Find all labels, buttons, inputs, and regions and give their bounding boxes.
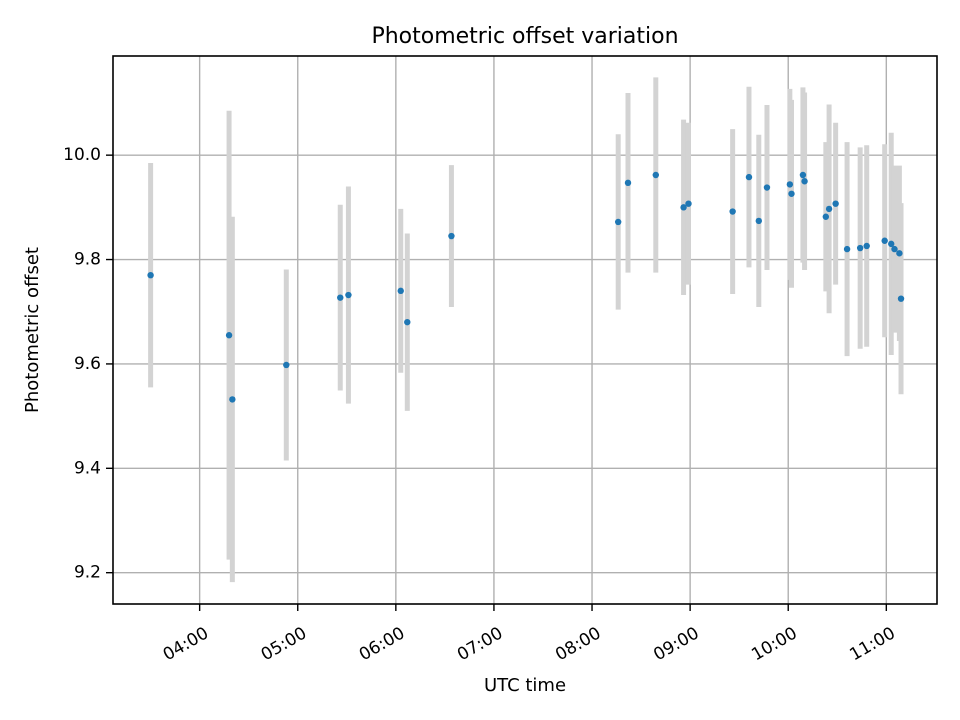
data-point-0-21	[801, 178, 808, 185]
y-tick-label-9-2: 9.2	[74, 563, 101, 583]
data-points	[147, 171, 905, 403]
data-point-0-27	[863, 242, 870, 250]
data-point-0-20	[799, 171, 807, 179]
data-point-0-0	[147, 272, 154, 279]
y-axis-label: Photometric offset	[22, 247, 43, 413]
data-point-0-31	[896, 250, 903, 257]
data-point-0-10	[624, 179, 632, 187]
data-point-0-1	[225, 332, 233, 339]
data-point-0-26	[856, 244, 864, 252]
data-point-0-15	[745, 173, 753, 181]
data-point-0-9	[614, 218, 622, 226]
data-point-0-22	[822, 213, 830, 220]
y-tick-label-9-6: 9.6	[74, 354, 101, 374]
y-tick-label-9-8: 9.8	[74, 250, 101, 270]
data-point-0-24	[832, 200, 839, 207]
y-tick-label-10-0: 10.0	[63, 145, 101, 165]
data-point-0-6	[397, 287, 404, 295]
data-point-0-25	[843, 245, 851, 253]
data-point-0-8	[448, 232, 455, 240]
data-point-0-32	[897, 295, 905, 302]
data-point-0-7	[404, 318, 411, 326]
data-point-0-17	[763, 184, 771, 191]
data-point-0-12	[680, 204, 687, 211]
chart-title: Photometric offset variation	[371, 24, 678, 49]
data-point-0-3	[283, 361, 290, 369]
data-point-0-14	[729, 208, 736, 215]
data-point-0-13	[685, 200, 692, 207]
data-point-0-23	[825, 205, 833, 213]
x-axis-label: UTC time	[484, 675, 566, 696]
data-point-0-18	[786, 181, 794, 188]
data-point-0-16	[755, 217, 762, 225]
data-point-0-28	[881, 237, 888, 244]
data-point-0-29	[888, 240, 895, 248]
data-point-0-4	[337, 294, 344, 301]
data-point-0-30	[891, 245, 898, 253]
data-point-0-2	[229, 396, 236, 403]
data-point-0-5	[345, 291, 352, 299]
plot-frame	[112, 55, 938, 605]
data-point-0-11	[652, 171, 659, 179]
y-tick-label-9-4: 9.4	[74, 458, 101, 478]
data-point-0-19	[788, 190, 795, 197]
